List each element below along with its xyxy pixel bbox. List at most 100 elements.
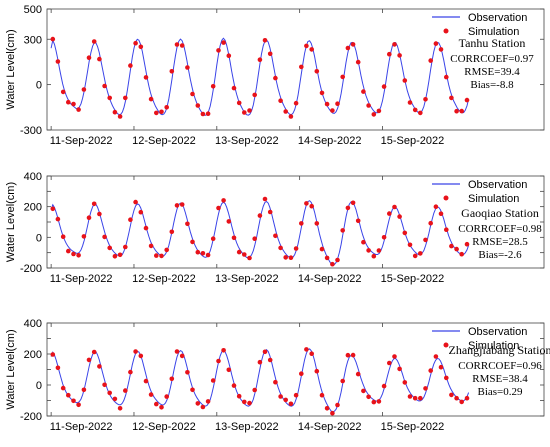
- simulation-point: [97, 56, 102, 62]
- simulation-point: [283, 109, 289, 114]
- corrcoef-label: CORRCOEF=0.96: [458, 360, 542, 372]
- simulation-point: [376, 248, 382, 253]
- simulation-point: [195, 249, 201, 255]
- simulation-point: [454, 108, 459, 114]
- simulation-point: [185, 65, 190, 70]
- chart-panel-2: -200 0 200 400 11-Sep-2022 12-Sep-2022 13-Sep-…: [5, 171, 545, 285]
- simulation-point: [387, 360, 392, 366]
- simulation-point: [366, 394, 371, 400]
- simulation-point: [133, 349, 138, 354]
- simulation-point: [148, 243, 154, 249]
- simulation-point: [376, 399, 382, 404]
- simulation-point: [221, 198, 226, 203]
- simulation-point: [97, 364, 102, 369]
- simulation-point: [288, 114, 294, 119]
- simulation-point: [350, 200, 356, 206]
- simulation-point: [454, 395, 459, 401]
- simulation-point: [267, 51, 273, 57]
- simulation-point: [216, 205, 221, 211]
- simulation-point: [304, 43, 309, 49]
- simulation-point: [195, 103, 201, 108]
- simulation-point: [397, 214, 402, 219]
- simulation-point: [55, 59, 61, 64]
- legend-marker-simulation: [443, 195, 449, 201]
- simulation-point: [340, 228, 346, 233]
- simulation-point: [361, 89, 366, 94]
- simulation-point: [418, 110, 423, 116]
- simulation-point: [392, 42, 397, 47]
- x-tick-label: 12-Sep-2022: [132, 273, 196, 285]
- simulation-point: [418, 251, 423, 256]
- x-tick-label: 15-Sep-2022: [381, 421, 445, 433]
- simulation-point: [433, 204, 439, 209]
- simulation-point: [252, 236, 257, 241]
- simulation-point: [309, 203, 315, 209]
- simulation-point: [112, 109, 118, 115]
- simulation-point: [273, 233, 278, 239]
- simulation-point: [324, 101, 330, 107]
- simulation-point: [335, 402, 340, 408]
- simulation-point: [185, 370, 190, 375]
- simulation-point: [91, 349, 97, 355]
- simulation-point: [55, 365, 61, 371]
- simulation-point: [71, 398, 76, 404]
- simulation-point: [242, 110, 247, 115]
- legend-marker-simulation: [443, 28, 449, 34]
- simulation-point: [190, 239, 195, 245]
- simulation-point: [76, 253, 81, 258]
- bias-label: Bias=-8.8: [470, 79, 514, 91]
- simulation-point: [392, 204, 397, 210]
- simulation-point: [221, 348, 226, 353]
- chart-panel-1: -300 0 300 500 11-Sep-2022 12-Sep-2022 13-Sep-…: [5, 4, 545, 147]
- simulation-point: [293, 100, 299, 106]
- simulation-point: [449, 95, 454, 101]
- simulation-point: [221, 40, 226, 45]
- series-line-observation: [50, 348, 470, 413]
- simulation-point: [355, 218, 361, 224]
- rmse-label: RMSE=39.4: [464, 66, 520, 78]
- simulation-point: [412, 395, 418, 401]
- simulation-point: [319, 392, 325, 398]
- simulation-point: [66, 99, 71, 105]
- simulation-point: [340, 74, 346, 80]
- station-name: Zhangjiabang Station: [449, 343, 550, 357]
- y-tick-label: 500: [24, 4, 42, 16]
- y-tick-label: 0: [36, 232, 42, 244]
- simulation-point: [143, 225, 149, 231]
- x-tick-label: 14-Sep-2022: [298, 135, 362, 147]
- simulation-point: [86, 55, 92, 60]
- simulation-point: [236, 249, 242, 255]
- simulation-point: [371, 399, 377, 405]
- simulation-point: [407, 242, 413, 248]
- simulation-point: [257, 359, 263, 365]
- simulation-point: [236, 100, 242, 106]
- legend-observation: Observation: [468, 12, 527, 24]
- simulation-point: [304, 347, 309, 352]
- simulation-point: [143, 378, 149, 384]
- simulation-point: [50, 352, 56, 357]
- y-tick-label: 300: [24, 34, 42, 46]
- y-tick-label: 400: [24, 318, 42, 330]
- y-axis-label: Water Level(cm): [5, 329, 17, 409]
- rmse-label: RMSE=28.5: [472, 236, 528, 248]
- station-name: Tanhu Station: [459, 36, 526, 50]
- simulation-point: [381, 84, 387, 89]
- simulation-point: [387, 211, 392, 216]
- simulation-point: [407, 394, 413, 399]
- series-points-simulation: [50, 347, 470, 416]
- simulation-point: [231, 383, 237, 388]
- simulation-point: [314, 69, 320, 74]
- legend-observation: Observation: [468, 179, 527, 191]
- simulation-point: [159, 109, 164, 115]
- simulation-point: [371, 253, 377, 259]
- simulation-point: [133, 40, 138, 46]
- simulation-point: [231, 235, 237, 241]
- simulation-point: [107, 390, 112, 396]
- simulation-point: [355, 371, 361, 377]
- simulation-point: [350, 42, 356, 47]
- simulation-point: [319, 246, 325, 252]
- simulation-point: [428, 220, 434, 226]
- simulation-point: [60, 385, 66, 391]
- simulation-point: [345, 45, 351, 51]
- simulation-point: [66, 392, 71, 398]
